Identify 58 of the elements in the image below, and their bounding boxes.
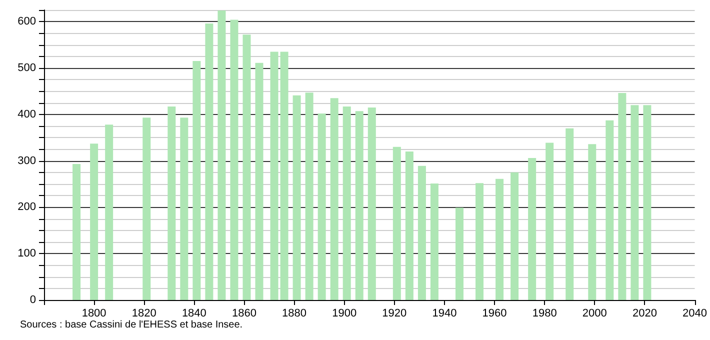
bar: [606, 120, 614, 300]
x-tick-label: 1840: [182, 308, 206, 320]
bar: [476, 183, 484, 300]
bar: [392, 146, 401, 300]
y-tick-label: 600: [18, 16, 36, 28]
x-tick-label: 1860: [232, 308, 256, 320]
x-tick-label: 2020: [632, 308, 657, 320]
bar: [142, 118, 151, 300]
source-note: Sources : base Cassini de l'EHESS et base Insee.: [20, 320, 243, 330]
x-tick-label: 1940: [432, 308, 457, 320]
bar: [280, 52, 288, 300]
bar: [368, 107, 376, 300]
bar: [180, 118, 188, 300]
y-tick-label: 500: [18, 62, 36, 74]
y-tick-label: 200: [18, 201, 36, 214]
y-tick-label: 0: [30, 294, 36, 306]
bar: [643, 105, 652, 300]
x-tick-label: 1800: [82, 308, 106, 320]
bar: [305, 92, 314, 300]
bar: [230, 20, 238, 300]
bar: [618, 93, 626, 300]
bar: [405, 152, 414, 300]
bar: [72, 164, 81, 300]
bar: [105, 124, 114, 300]
x-tick-label: 1920: [382, 308, 407, 320]
bar: [528, 158, 536, 300]
y-tick-label: 400: [18, 108, 36, 120]
y-tick-label: 300: [18, 154, 36, 167]
bar: [355, 111, 364, 300]
x-tick-label: 1880: [282, 308, 307, 320]
x-tick-label: 1900: [332, 308, 357, 320]
bar: [330, 98, 338, 300]
y-tick-label: 100: [18, 248, 36, 260]
bar: [318, 113, 326, 300]
bar: [418, 166, 426, 300]
bar: [292, 95, 301, 300]
bar: [255, 62, 264, 300]
x-tick-label: 1960: [482, 308, 507, 320]
bar: [342, 106, 351, 300]
bar: [270, 52, 278, 300]
x-tick-label: 1820: [132, 308, 156, 320]
bar: [496, 178, 504, 300]
x-tick-label: 1980: [532, 308, 557, 320]
bar: [566, 128, 574, 300]
bar: [588, 144, 596, 300]
x-tick-label: 2040: [682, 308, 708, 320]
bar: [242, 34, 251, 300]
bar: [168, 106, 176, 300]
bar: [205, 23, 214, 300]
bar: [546, 142, 554, 300]
bar: [192, 61, 201, 300]
bar: [510, 172, 519, 300]
x-tick-label: 2000: [582, 308, 607, 320]
bar: [455, 208, 464, 300]
bar: [630, 105, 639, 300]
bar: [90, 144, 98, 300]
bar: [218, 10, 226, 300]
bar: [430, 184, 438, 300]
